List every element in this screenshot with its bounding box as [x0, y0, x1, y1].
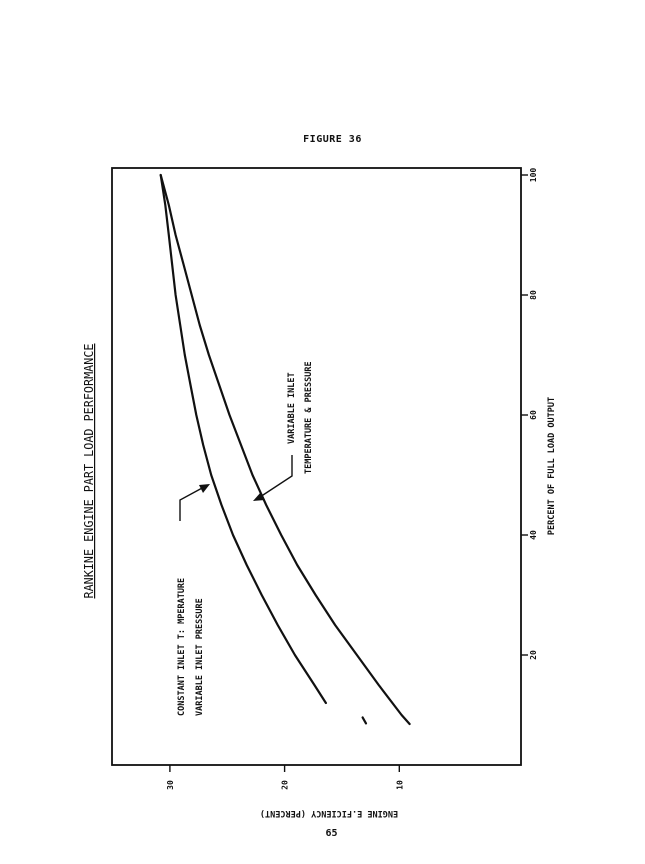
- series-2-label-line-2: TEMPERATURE & PRESSURE: [304, 361, 314, 474]
- x-tick-label: 40: [529, 530, 538, 540]
- figure-label: FIGURE 36: [303, 134, 362, 145]
- series-1-leader-line: [179, 486, 205, 521]
- series-2-label-line-1: VARIABLE INLET: [287, 372, 297, 444]
- series-1-arrowhead: [199, 484, 210, 493]
- series-2-leader-line: [259, 455, 293, 498]
- y-tick-label: 20: [281, 780, 290, 790]
- y-tick-label: 10: [395, 780, 404, 790]
- x-axis-label: PERCENT OF FULL LOAD OUTPUT: [547, 397, 557, 535]
- x-tick-label: 100: [529, 168, 538, 183]
- x-tick-label: 60: [529, 410, 538, 420]
- plot-layer: 20 40 60 80 100 10 20 30 PERCENT OF FULL LOAD OU…: [82, 167, 557, 818]
- series-line-1-fragment: [361, 716, 368, 725]
- plot-frame: [111, 167, 522, 766]
- x-tick-label: 20: [529, 650, 538, 660]
- y-axis-label: ENGINE E.FICIENCY (PERCENT): [260, 808, 398, 818]
- page-number: 65: [325, 828, 338, 839]
- series-line-1: [159, 173, 327, 705]
- series-line-2: [159, 173, 411, 726]
- series-1-label-line-1: CONSTANT INLET T: MPERATURE: [177, 578, 187, 716]
- chart-title: RANKINE ENGINE PART LOAD PERFORMANCE: [82, 344, 96, 599]
- x-tick-label: 80: [529, 290, 538, 300]
- series-2-arrowhead: [253, 492, 265, 501]
- y-tick-label: 30: [166, 780, 175, 790]
- series-1-label-line-2: VARIABLE INLET PRESSURE: [195, 598, 205, 716]
